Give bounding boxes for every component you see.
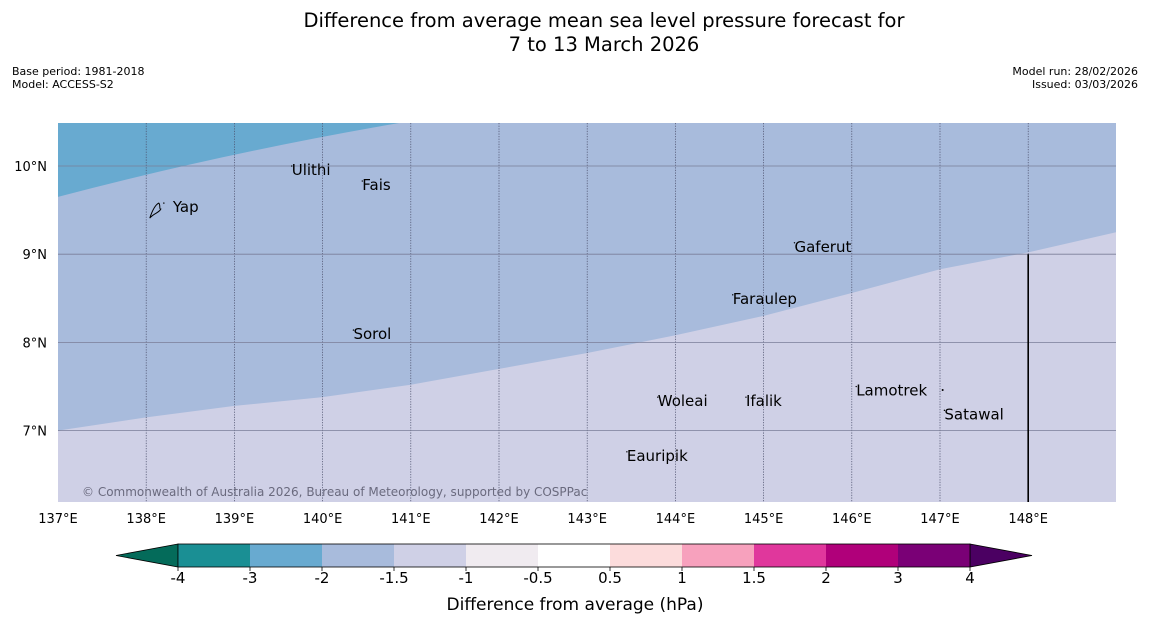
colorbar-tick-label: 4 [965,569,975,587]
lon-tick-label: 141°E [391,512,431,527]
yap-island-outline [149,202,162,219]
place-label-woleai: Woleai [658,392,708,410]
island-mark [163,202,165,204]
region-minus3-to-minus2 [58,123,400,197]
place-label-faraulep: Faraulep [733,290,797,308]
colorbar-tick-label: 1 [677,569,687,587]
colorbar-extend-low [115,543,179,568]
colorbar-bin [394,544,466,567]
lon-tick-label: 138°E [126,512,166,527]
place-label-lamotrek: Lamotrek [856,382,927,400]
colorbar-extend-high [969,543,1033,568]
lat-tick-label: 8°N [23,336,48,351]
colorbar-tick-label: 1.5 [742,569,766,587]
colorbar-tick-label: -0.5 [523,569,552,587]
place-label-ulithi: Ulithi [292,161,331,179]
lon-tick-label: 147°E [920,512,960,527]
lon-tick-label: 144°E [656,512,696,527]
colorbar-bin [682,544,754,567]
colorbar-tick-label: -4 [171,569,186,587]
place-label-fais: Fais [362,176,391,194]
place-label-yap: Yap [172,198,199,216]
lat-tick-label: 9°N [23,248,48,263]
colorbar-bin [826,544,898,567]
island-mark [291,165,293,167]
lon-tick-label: 142°E [479,512,519,527]
meta-right: Model run: 28/02/2026 Issued: 03/03/2026 [1012,65,1138,91]
colorbar-bin [250,544,322,567]
island-mark [732,294,734,296]
lon-tick-label: 148°E [1008,512,1048,527]
lon-tick-label: 143°E [567,512,607,527]
colorbar-tick-label: 3 [893,569,903,587]
island-mark [657,396,659,398]
copyright-text: © Commonwealth of Australia 2026, Bureau… [82,485,587,499]
colorbar-label: Difference from average (hPa) [447,595,704,615]
colorbar-tick-label: 2 [821,569,831,587]
place-label-eauripik: Eauripik [627,447,688,465]
island-mark [943,409,946,412]
colorbar-tick-label: -1.5 [379,569,408,587]
colorbar-tick-label: 0.5 [598,569,622,587]
island-mark [352,329,355,331]
lon-tick-label: 145°E [744,512,784,527]
colorbar-bin [610,544,682,567]
place-label-sorol: Sorol [353,325,391,343]
island-mark [745,396,747,398]
chart-title: Difference from average mean sea level p… [0,9,1150,57]
meta-left: Base period: 1981-2018 Model: ACCESS-S2 [12,65,144,91]
place-label-satawal: Satawal [944,405,1003,423]
issued-label: Issued: 03/03/2026 [1031,78,1138,91]
place-label-gaferut: Gaferut [794,238,851,256]
place-label-ifalik: Ifalik [746,392,782,410]
model-run-label: Model run: 28/02/2026 [1012,65,1138,78]
base-period-label: Base period: 1981-2018 [12,65,145,78]
colorbar-frame [177,543,971,568]
island-mark [793,242,796,244]
colorbar-tick-label: -2 [315,569,330,587]
lon-tick-label: 140°E [303,512,343,527]
colorbar-bin [178,544,250,567]
lon-tick-label: 146°E [832,512,872,527]
lat-tick-label: 7°N [23,425,48,440]
colorbar-bin [754,544,826,567]
colorbar-tick-label: -1 [459,569,474,587]
model-label: Model: ACCESS-S2 [12,78,114,91]
colorbar-bin [466,544,538,567]
map-plot-area: Yap Ulithi Fais Gaferut Faraulep Sorol Lamotre… [58,123,1116,502]
colorbar-bin [898,544,970,567]
title-line-1: Difference from average mean sea level p… [303,9,905,32]
colorbar-bin [322,544,394,567]
colorbar-tick-label: -3 [243,569,258,587]
lon-tick-label: 139°E [215,512,255,527]
lat-tick-label: 10°N [14,160,47,175]
island-mark [361,180,363,182]
colorbar-bin [538,544,610,567]
islet-mark [941,389,944,392]
lon-tick-label: 137°E [38,512,78,527]
island-mark [626,451,628,453]
island-mark [855,385,857,388]
title-line-2: 7 to 13 March 2026 [508,33,700,56]
